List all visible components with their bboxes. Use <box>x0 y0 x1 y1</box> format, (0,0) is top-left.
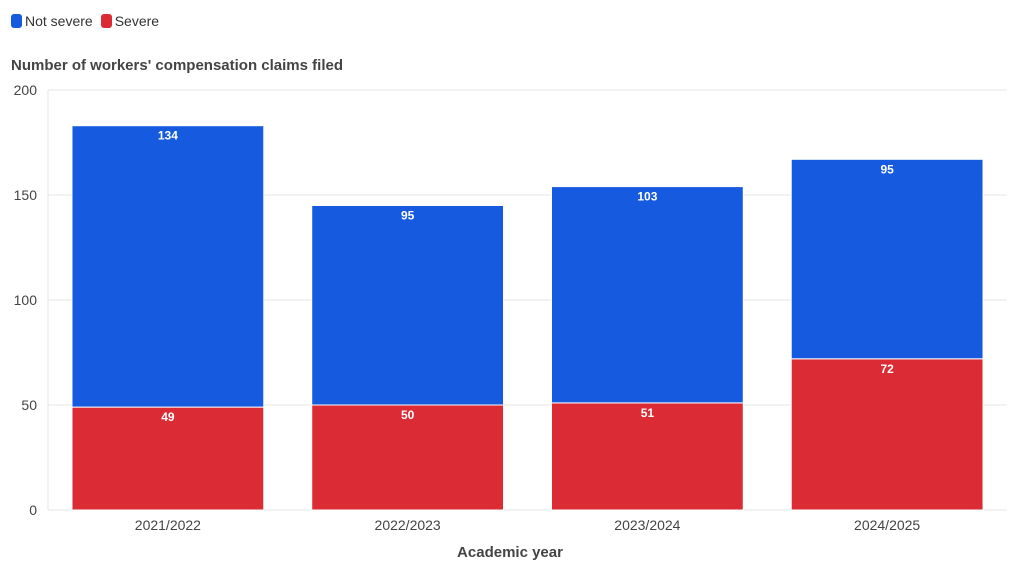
bar-not-severe <box>790 158 984 360</box>
legend: Not severe Severe <box>11 11 159 31</box>
x-axis-title: Academic year <box>457 544 563 561</box>
y-tick-label: 150 <box>14 187 38 203</box>
legend-item-not-severe[interactable]: Not severe <box>11 13 93 29</box>
data-label-not-severe: 95 <box>880 162 894 176</box>
bar-not-severe <box>71 125 265 408</box>
data-label-severe: 51 <box>641 406 655 420</box>
data-label-not-severe: 95 <box>401 209 415 223</box>
bar-severe <box>790 358 984 511</box>
data-label-severe: 72 <box>880 362 894 376</box>
x-tick-label: 2024/2025 <box>854 517 920 533</box>
bar-not-severe <box>311 205 505 406</box>
x-tick-label: 2021/2022 <box>135 517 201 533</box>
data-label-severe: 49 <box>161 410 175 424</box>
legend-swatch-severe <box>100 14 112 28</box>
x-tick-label: 2022/2023 <box>375 517 441 533</box>
legend-label-severe: Severe <box>114 13 160 29</box>
y-tick-label: 200 <box>14 82 38 98</box>
bar-severe <box>311 404 505 511</box>
legend-label-not-severe: Not severe <box>25 13 93 29</box>
x-tick-label: 2023/2024 <box>614 517 680 533</box>
bar-severe <box>71 406 265 511</box>
data-label-severe: 50 <box>401 408 415 422</box>
chart-title: Number of workers' compensation claims f… <box>11 57 343 74</box>
y-tick-label: 0 <box>29 502 37 518</box>
y-tick-label: 100 <box>14 292 38 308</box>
bar-severe <box>550 402 744 511</box>
data-label-not-severe: 134 <box>158 129 178 143</box>
y-tick-label: 50 <box>21 397 37 413</box>
data-label-not-severe: 103 <box>637 190 657 204</box>
legend-item-severe[interactable]: Severe <box>100 13 160 29</box>
legend-swatch-not-severe <box>11 14 22 28</box>
bar-not-severe <box>550 186 744 404</box>
